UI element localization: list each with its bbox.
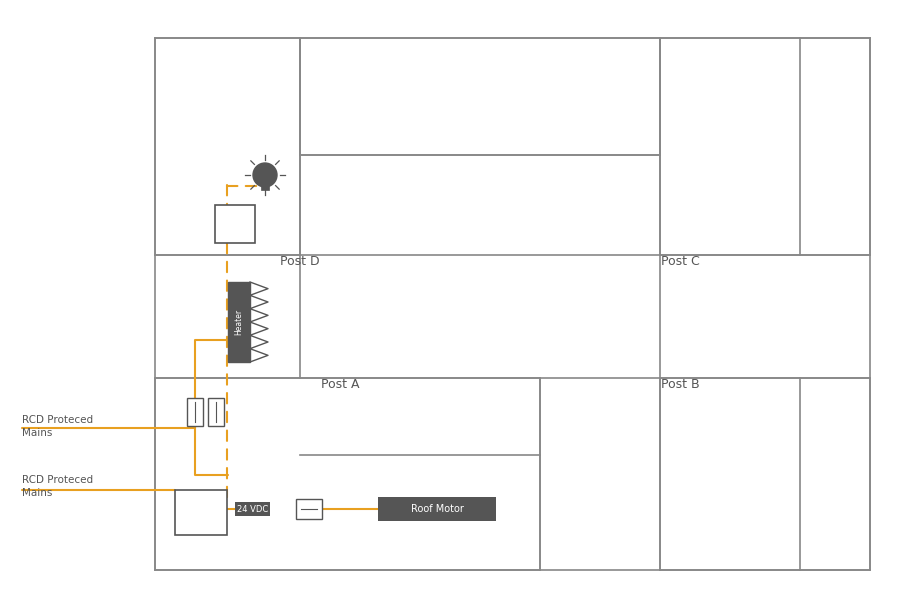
Text: Heater: Heater <box>235 309 244 335</box>
Bar <box>296 499 322 519</box>
Bar <box>187 398 203 426</box>
Bar <box>228 282 250 362</box>
Bar <box>378 497 496 521</box>
Text: 24 VDC: 24 VDC <box>237 505 268 514</box>
Bar <box>155 38 300 255</box>
Bar <box>660 38 870 255</box>
Bar <box>261 186 269 190</box>
Bar <box>300 38 660 155</box>
Circle shape <box>253 163 277 187</box>
Text: RCD Proteced
Mains: RCD Proteced Mains <box>22 475 93 498</box>
Text: Post B: Post B <box>661 378 699 391</box>
Bar <box>175 490 227 535</box>
Bar <box>215 205 255 243</box>
Text: Post D: Post D <box>280 255 319 268</box>
Text: Roof Motor: Roof Motor <box>410 504 464 514</box>
Bar <box>155 378 540 570</box>
Text: RCD Proteced
Mains: RCD Proteced Mains <box>22 415 93 438</box>
Text: Post C: Post C <box>661 255 699 268</box>
Text: Post A: Post A <box>320 378 359 391</box>
Bar <box>208 398 224 426</box>
Bar <box>660 378 870 570</box>
